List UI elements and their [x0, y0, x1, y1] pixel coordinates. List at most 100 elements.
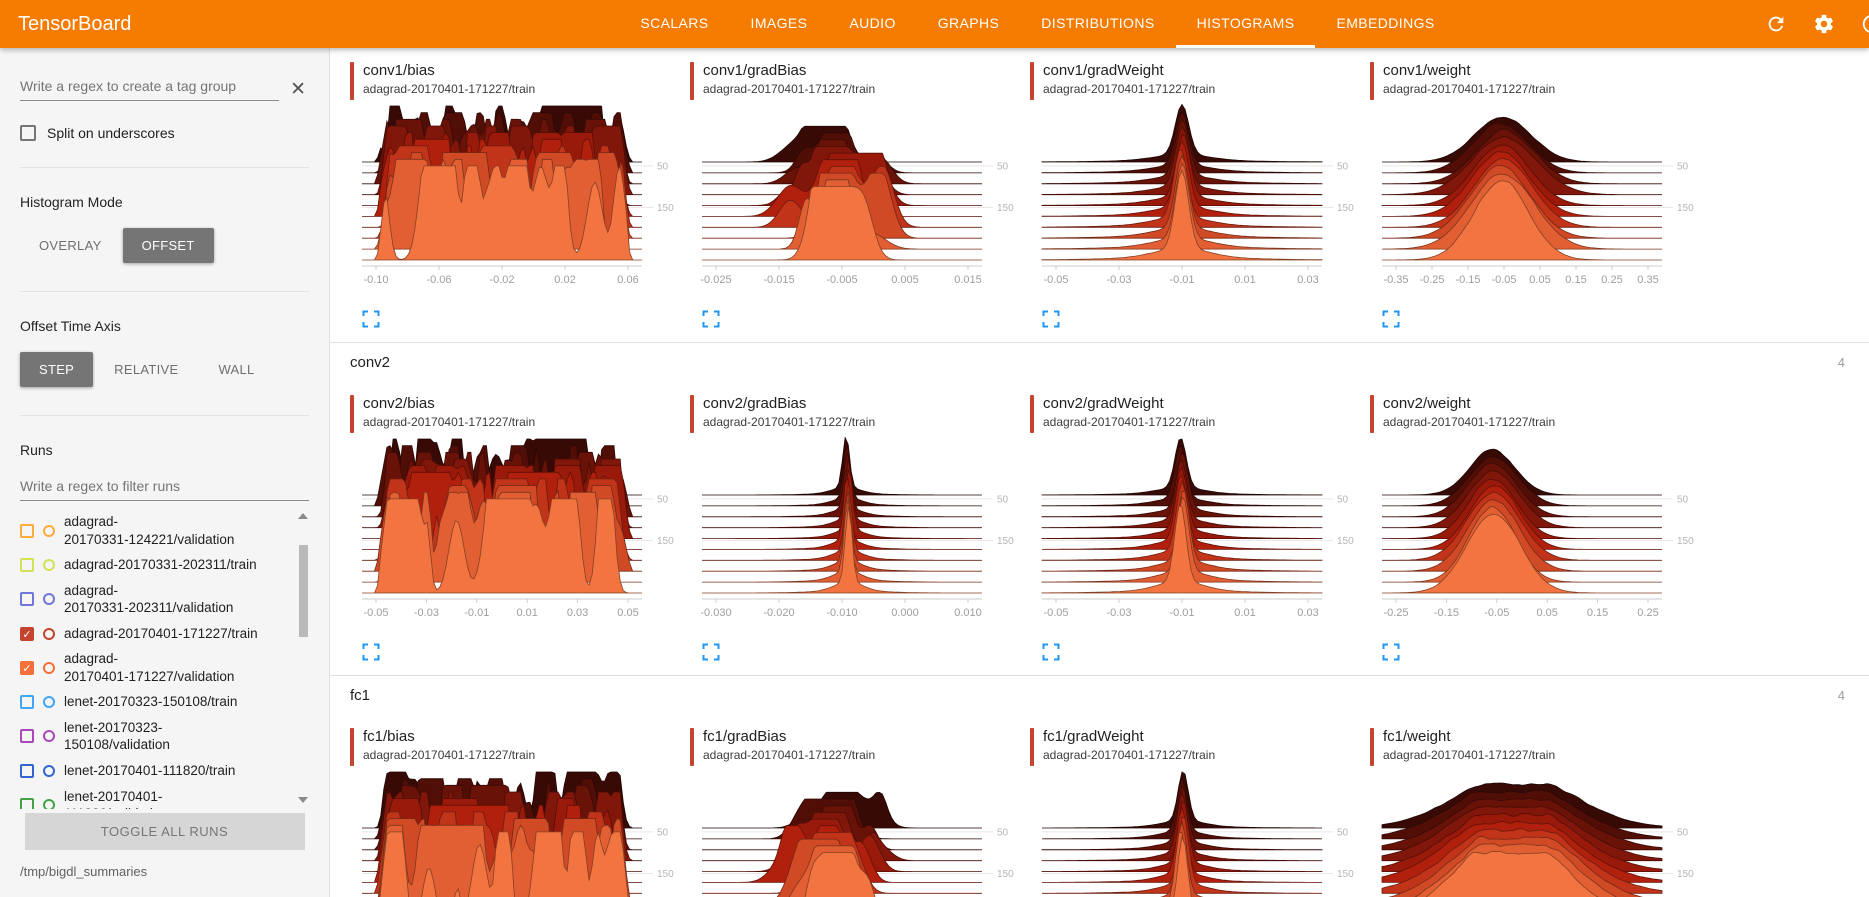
category-count: 4: [1837, 688, 1845, 703]
run-checkbox[interactable]: [20, 557, 34, 572]
run-color-circle[interactable]: [43, 524, 55, 537]
run-row[interactable]: lenet-20170401-111820/validation: [20, 784, 291, 809]
close-icon[interactable]: ✕: [290, 79, 306, 100]
run-color-circle[interactable]: [43, 799, 55, 809]
run-checkbox[interactable]: ✓: [20, 626, 34, 641]
svg-text:0.01: 0.01: [1234, 607, 1255, 619]
offset-axis-wall-button[interactable]: WALL: [199, 352, 274, 387]
svg-text:-0.005: -0.005: [826, 274, 857, 286]
run-color-circle[interactable]: [43, 627, 55, 640]
category-section: conv1/bias adagrad-20170401-171227/train 5…: [330, 48, 1869, 338]
scrollbar-thumb[interactable]: [299, 545, 308, 637]
expand-chart-icon[interactable]: [1042, 310, 1060, 328]
runs-scrollbar[interactable]: [297, 509, 309, 809]
expand-chart-icon[interactable]: [1042, 643, 1060, 661]
histograms-dashboard: conv1/bias adagrad-20170401-171227/train 5…: [330, 0, 1869, 897]
checkbox-icon[interactable]: [20, 125, 36, 141]
tag-regex-input[interactable]: [20, 70, 280, 101]
run-checkbox[interactable]: [20, 592, 34, 607]
svg-text:0.02: 0.02: [554, 274, 575, 286]
offset-time-axis-group: Offset Time Axis STEP RELATIVE WALL: [20, 291, 309, 415]
split-underscores-label: Split on underscores: [47, 125, 175, 141]
svg-text:0.25: 0.25: [1601, 274, 1622, 286]
svg-text:150: 150: [997, 203, 1014, 214]
run-color-circle[interactable]: [43, 661, 55, 674]
run-color-circle[interactable]: [43, 593, 55, 606]
run-color-circle[interactable]: [43, 764, 55, 777]
run-color-circle[interactable]: [43, 558, 55, 571]
refresh-icon[interactable]: [1765, 13, 1787, 35]
expand-chart-icon[interactable]: [1382, 643, 1400, 661]
run-checkbox[interactable]: [20, 798, 34, 809]
histogram-plot[interactable]: 50 150 -0.05 -0.03 -0.01 0.01 0.03 0.05: [350, 437, 685, 637]
settings-gear-icon[interactable]: [1813, 13, 1835, 35]
run-checkbox[interactable]: ✓: [20, 660, 34, 675]
tab-distributions[interactable]: DISTRIBUTIONS: [1041, 14, 1155, 31]
chart-run-label: adagrad-20170401-171227/train: [363, 82, 536, 96]
sidebar: ✕ Split on underscores Histogram Mode OV…: [0, 48, 330, 897]
histogram-plot[interactable]: 50 150 -0.05 -0.03 -0.01 0.01 0.03: [1030, 104, 1365, 304]
histogram-mode-offset-button[interactable]: OFFSET: [122, 228, 214, 263]
expand-chart-icon[interactable]: [702, 310, 720, 328]
svg-text:-0.01: -0.01: [464, 607, 489, 619]
scroll-down-icon[interactable]: [298, 797, 308, 803]
run-row[interactable]: ✓ adagrad- 20170401-171227/validation: [20, 646, 291, 689]
offset-axis-step-button[interactable]: STEP: [20, 352, 94, 387]
histogram-plot[interactable]: 50 150: [690, 770, 1025, 897]
histogram-card: conv1/gradBias adagrad-20170401-171227/tr…: [690, 62, 1030, 328]
histogram-plot[interactable]: 50 150 -0.35 -0.25 -0.15 -0.05 0.05 0.15 0.25 0.3…: [1370, 104, 1705, 304]
tab-audio[interactable]: AUDIO: [849, 14, 896, 31]
category-header-conv2[interactable]: conv2 4: [330, 342, 1869, 381]
histogram-plot[interactable]: 50 150 -0.030 -0.020 -0.010 0.000 0.010: [690, 437, 1025, 637]
histogram-plot[interactable]: 50 150: [1030, 770, 1365, 897]
run-row[interactable]: adagrad- 20170331-124221/validation: [20, 509, 291, 552]
expand-chart-icon[interactable]: [362, 310, 380, 328]
run-row[interactable]: lenet-20170401-111820/train: [20, 758, 291, 784]
run-row[interactable]: adagrad-20170331-202311/train: [20, 552, 291, 578]
run-label: adagrad-20170331-202311/train: [64, 557, 257, 573]
histogram-plot[interactable]: 50 150 -0.25 -0.15 -0.05 0.05 0.15 0.25: [1370, 437, 1705, 637]
svg-text:0.03: 0.03: [1297, 274, 1318, 286]
histogram-plot[interactable]: 50 150: [350, 770, 685, 897]
run-color-bar: [690, 62, 694, 100]
svg-text:50: 50: [1337, 827, 1349, 838]
expand-chart-icon[interactable]: [362, 643, 380, 661]
tab-images[interactable]: IMAGES: [750, 14, 808, 31]
histogram-plot[interactable]: 50 150: [1370, 770, 1705, 897]
expand-chart-icon[interactable]: [702, 643, 720, 661]
expand-chart-icon[interactable]: [1382, 310, 1400, 328]
tab-histograms[interactable]: HISTOGRAMS: [1175, 0, 1316, 48]
run-checkbox[interactable]: [20, 763, 34, 778]
run-color-bar: [350, 395, 354, 433]
histogram-plot[interactable]: 50 150 -0.10 -0.06 -0.02 0.02 0.06: [350, 104, 685, 304]
tab-graphs[interactable]: GRAPHS: [937, 14, 1000, 31]
chart-title-row: conv2/bias adagrad-20170401-171227/train: [350, 395, 690, 433]
run-row[interactable]: lenet-20170323-150108/validation: [20, 715, 291, 758]
run-checkbox[interactable]: [20, 695, 34, 710]
help-icon[interactable]: ?: [1861, 13, 1869, 35]
run-row[interactable]: adagrad- 20170331-202311/validation: [20, 578, 291, 621]
category-header-fc1[interactable]: fc1 4: [330, 675, 1869, 714]
run-checkbox[interactable]: [20, 729, 34, 744]
run-color-circle[interactable]: [43, 730, 55, 743]
histogram-plot[interactable]: 50 150 -0.025 -0.015 -0.005 0.005 0.015: [690, 104, 1025, 304]
chart-row: conv1/bias adagrad-20170401-171227/train 5…: [330, 48, 1869, 338]
toggle-all-runs-button[interactable]: TOGGLE ALL RUNS: [24, 813, 305, 850]
histogram-mode-overlay-button[interactable]: OVERLAY: [20, 228, 121, 263]
offset-axis-relative-button[interactable]: RELATIVE: [95, 352, 198, 387]
run-row[interactable]: lenet-20170323-150108/train: [20, 689, 291, 715]
scroll-up-icon[interactable]: [298, 513, 308, 519]
run-label: lenet-20170323-150108/validation: [64, 719, 170, 753]
run-color-circle[interactable]: [43, 696, 55, 709]
tab-embeddings[interactable]: EMBEDDINGS: [1336, 14, 1435, 31]
histogram-plot[interactable]: 50 150 -0.05 -0.03 -0.01 0.01 0.03: [1030, 437, 1365, 637]
run-row[interactable]: ✓ adagrad-20170401-171227/train: [20, 621, 291, 647]
run-label: adagrad- 20170401-171227/validation: [64, 651, 235, 684]
split-underscores-checkbox[interactable]: Split on underscores: [20, 125, 309, 141]
run-checkbox[interactable]: [20, 523, 34, 538]
tab-scalars[interactable]: SCALARS: [640, 14, 709, 31]
chart-title-row: conv2/gradBias adagrad-20170401-171227/tr…: [690, 395, 1030, 433]
svg-text:0.015: 0.015: [954, 274, 982, 286]
runs-filter-input[interactable]: [20, 470, 309, 501]
svg-text:150: 150: [657, 203, 674, 214]
